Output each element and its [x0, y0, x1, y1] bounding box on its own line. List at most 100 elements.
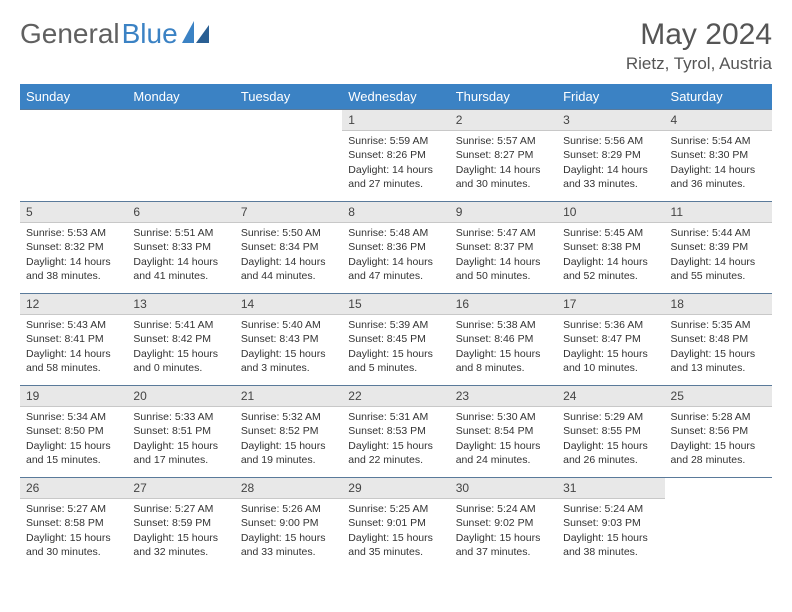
day-details: Sunrise: 5:33 AMSunset: 8:51 PMDaylight:…	[127, 407, 234, 473]
day-details: Sunrise: 5:45 AMSunset: 8:38 PMDaylight:…	[557, 223, 664, 289]
sunrise-text: Sunrise: 5:48 AM	[348, 226, 443, 240]
daylight-text: Daylight: 15 hours and 19 minutes.	[241, 439, 336, 467]
weekday-header: Friday	[557, 84, 664, 109]
calendar-cell: 15Sunrise: 5:39 AMSunset: 8:45 PMDayligh…	[342, 293, 449, 385]
sunrise-text: Sunrise: 5:59 AM	[348, 134, 443, 148]
calendar-cell: 12Sunrise: 5:43 AMSunset: 8:41 PMDayligh…	[20, 293, 127, 385]
sunset-text: Sunset: 8:43 PM	[241, 332, 336, 346]
calendar-cell: 16 Sunrise: 5:38 AMSunset: 8:46 PMDayligh…	[450, 293, 557, 385]
daylight-text: Daylight: 15 hours and 3 minutes.	[241, 347, 336, 375]
day-details: Sunrise: 5:28 AMSunset: 8:56 PMDaylight:…	[665, 407, 772, 473]
day-details: Sunrise: 5:32 AMSunset: 8:52 PMDaylight:…	[235, 407, 342, 473]
day-details: Sunrise: 5:41 AMSunset: 8:42 PMDaylight:…	[127, 315, 234, 381]
daylight-text: Daylight: 15 hours and 28 minutes.	[671, 439, 766, 467]
day-details: Sunrise: 5:53 AMSunset: 8:32 PMDaylight:…	[20, 223, 127, 289]
sunrise-text: Sunrise: 5:50 AM	[241, 226, 336, 240]
sunset-text: Sunset: 8:41 PM	[26, 332, 121, 346]
day-details: Sunrise: 5:30 AMSunset: 8:54 PMDaylight:…	[450, 407, 557, 473]
sunset-text: Sunset: 8:27 PM	[456, 148, 551, 162]
day-number: 13	[127, 293, 234, 315]
calendar-cell: 22Sunrise: 5:31 AMSunset: 8:53 PMDayligh…	[342, 385, 449, 477]
calendar-cell: 2Sunrise: 5:57 AMSunset: 8:27 PMDaylight…	[450, 109, 557, 201]
daylight-text: Daylight: 14 hours and 52 minutes.	[563, 255, 658, 283]
calendar-week-row: 26Sunrise: 5:27 AMSunset: 8:58 PMDayligh…	[20, 477, 772, 569]
sunset-text: Sunset: 8:53 PM	[348, 424, 443, 438]
calendar-cell: 8Sunrise: 5:48 AMSunset: 8:36 PMDaylight…	[342, 201, 449, 293]
day-number: 23	[450, 385, 557, 407]
daylight-text: Daylight: 14 hours and 47 minutes.	[348, 255, 443, 283]
day-number: 4	[665, 109, 772, 131]
daylight-text: Daylight: 15 hours and 30 minutes.	[26, 531, 121, 559]
day-number	[665, 477, 772, 482]
day-number: 14	[235, 293, 342, 315]
day-details: Sunrise: 5:25 AMSunset: 9:01 PMDaylight:…	[342, 499, 449, 565]
day-number: 7	[235, 201, 342, 223]
day-number: 25	[665, 385, 772, 407]
calendar-cell	[665, 477, 772, 569]
calendar-cell: 11Sunrise: 5:44 AMSunset: 8:39 PMDayligh…	[665, 201, 772, 293]
day-number: 6	[127, 201, 234, 223]
sunset-text: Sunset: 8:52 PM	[241, 424, 336, 438]
calendar-cell: 5Sunrise: 5:53 AMSunset: 8:32 PMDaylight…	[20, 201, 127, 293]
daylight-text: Daylight: 14 hours and 33 minutes.	[563, 163, 658, 191]
weekday-header-row: SundayMondayTuesdayWednesdayThursdayFrid…	[20, 84, 772, 109]
header: GeneralBlue May 2024 Rietz, Tyrol, Austr…	[20, 18, 772, 74]
sunset-text: Sunset: 8:39 PM	[671, 240, 766, 254]
day-details: Sunrise: 5:43 AMSunset: 8:41 PMDaylight:…	[20, 315, 127, 381]
day-number: 16	[450, 293, 557, 315]
day-number: 29	[342, 477, 449, 499]
day-number: 28	[235, 477, 342, 499]
sunset-text: Sunset: 9:00 PM	[241, 516, 336, 530]
weekday-header: Thursday	[450, 84, 557, 109]
daylight-text: Daylight: 15 hours and 0 minutes.	[133, 347, 228, 375]
calendar-body: 1Sunrise: 5:59 AMSunset: 8:26 PMDaylight…	[20, 109, 772, 569]
sunrise-text: Sunrise: 5:31 AM	[348, 410, 443, 424]
daylight-text: Daylight: 15 hours and 8 minutes.	[456, 347, 551, 375]
day-details: Sunrise: 5:34 AMSunset: 8:50 PMDaylight:…	[20, 407, 127, 473]
sunset-text: Sunset: 9:03 PM	[563, 516, 658, 530]
sunrise-text: Sunrise: 5:53 AM	[26, 226, 121, 240]
day-number	[235, 109, 342, 114]
calendar-cell: 6Sunrise: 5:51 AMSunset: 8:33 PMDaylight…	[127, 201, 234, 293]
sunset-text: Sunset: 8:45 PM	[348, 332, 443, 346]
sunrise-text: Sunrise: 5:27 AM	[26, 502, 121, 516]
calendar-cell: 4Sunrise: 5:54 AMSunset: 8:30 PMDaylight…	[665, 109, 772, 201]
sunset-text: Sunset: 8:38 PM	[563, 240, 658, 254]
sunrise-text: Sunrise: 5:57 AM	[456, 134, 551, 148]
sunset-text: Sunset: 8:56 PM	[671, 424, 766, 438]
day-number: 10	[557, 201, 664, 223]
calendar-cell: 14 Sunrise: 5:40 AMSunset: 8:43 PMDayligh…	[235, 293, 342, 385]
day-details: Sunrise: 5:48 AMSunset: 8:36 PMDaylight:…	[342, 223, 449, 289]
day-details: Sunrise: 5:26 AMSunset: 9:00 PMDaylight:…	[235, 499, 342, 565]
sunrise-text: Sunrise: 5:38 AM	[456, 318, 551, 332]
day-number: 22	[342, 385, 449, 407]
day-details: Sunrise: 5:54 AMSunset: 8:30 PMDaylight:…	[665, 131, 772, 197]
sunset-text: Sunset: 9:01 PM	[348, 516, 443, 530]
day-number: 18	[665, 293, 772, 315]
title-block: May 2024 Rietz, Tyrol, Austria	[626, 18, 772, 74]
day-number: 26	[20, 477, 127, 499]
logo-text-2: Blue	[122, 18, 178, 50]
sunset-text: Sunset: 8:37 PM	[456, 240, 551, 254]
day-number: 3	[557, 109, 664, 131]
sunset-text: Sunset: 8:59 PM	[133, 516, 228, 530]
sunrise-text: Sunrise: 5:26 AM	[241, 502, 336, 516]
sunrise-text: Sunrise: 5:40 AM	[241, 318, 336, 332]
daylight-text: Daylight: 14 hours and 58 minutes.	[26, 347, 121, 375]
daylight-text: Daylight: 14 hours and 44 minutes.	[241, 255, 336, 283]
sunset-text: Sunset: 8:48 PM	[671, 332, 766, 346]
sunrise-text: Sunrise: 5:41 AM	[133, 318, 228, 332]
daylight-text: Daylight: 15 hours and 37 minutes.	[456, 531, 551, 559]
sunset-text: Sunset: 8:36 PM	[348, 240, 443, 254]
sunset-text: Sunset: 8:46 PM	[456, 332, 551, 346]
day-details: Sunrise: 5:24 AMSunset: 9:03 PMDaylight:…	[557, 499, 664, 565]
calendar-cell	[20, 109, 127, 201]
calendar-cell: 17Sunrise: 5:36 AMSunset: 8:47 PMDayligh…	[557, 293, 664, 385]
calendar-cell: 19Sunrise: 5:34 AMSunset: 8:50 PMDayligh…	[20, 385, 127, 477]
sunrise-text: Sunrise: 5:33 AM	[133, 410, 228, 424]
calendar-cell: 20Sunrise: 5:33 AMSunset: 8:51 PMDayligh…	[127, 385, 234, 477]
sunset-text: Sunset: 8:32 PM	[26, 240, 121, 254]
sunset-text: Sunset: 8:50 PM	[26, 424, 121, 438]
weekday-header: Sunday	[20, 84, 127, 109]
sunset-text: Sunset: 9:02 PM	[456, 516, 551, 530]
